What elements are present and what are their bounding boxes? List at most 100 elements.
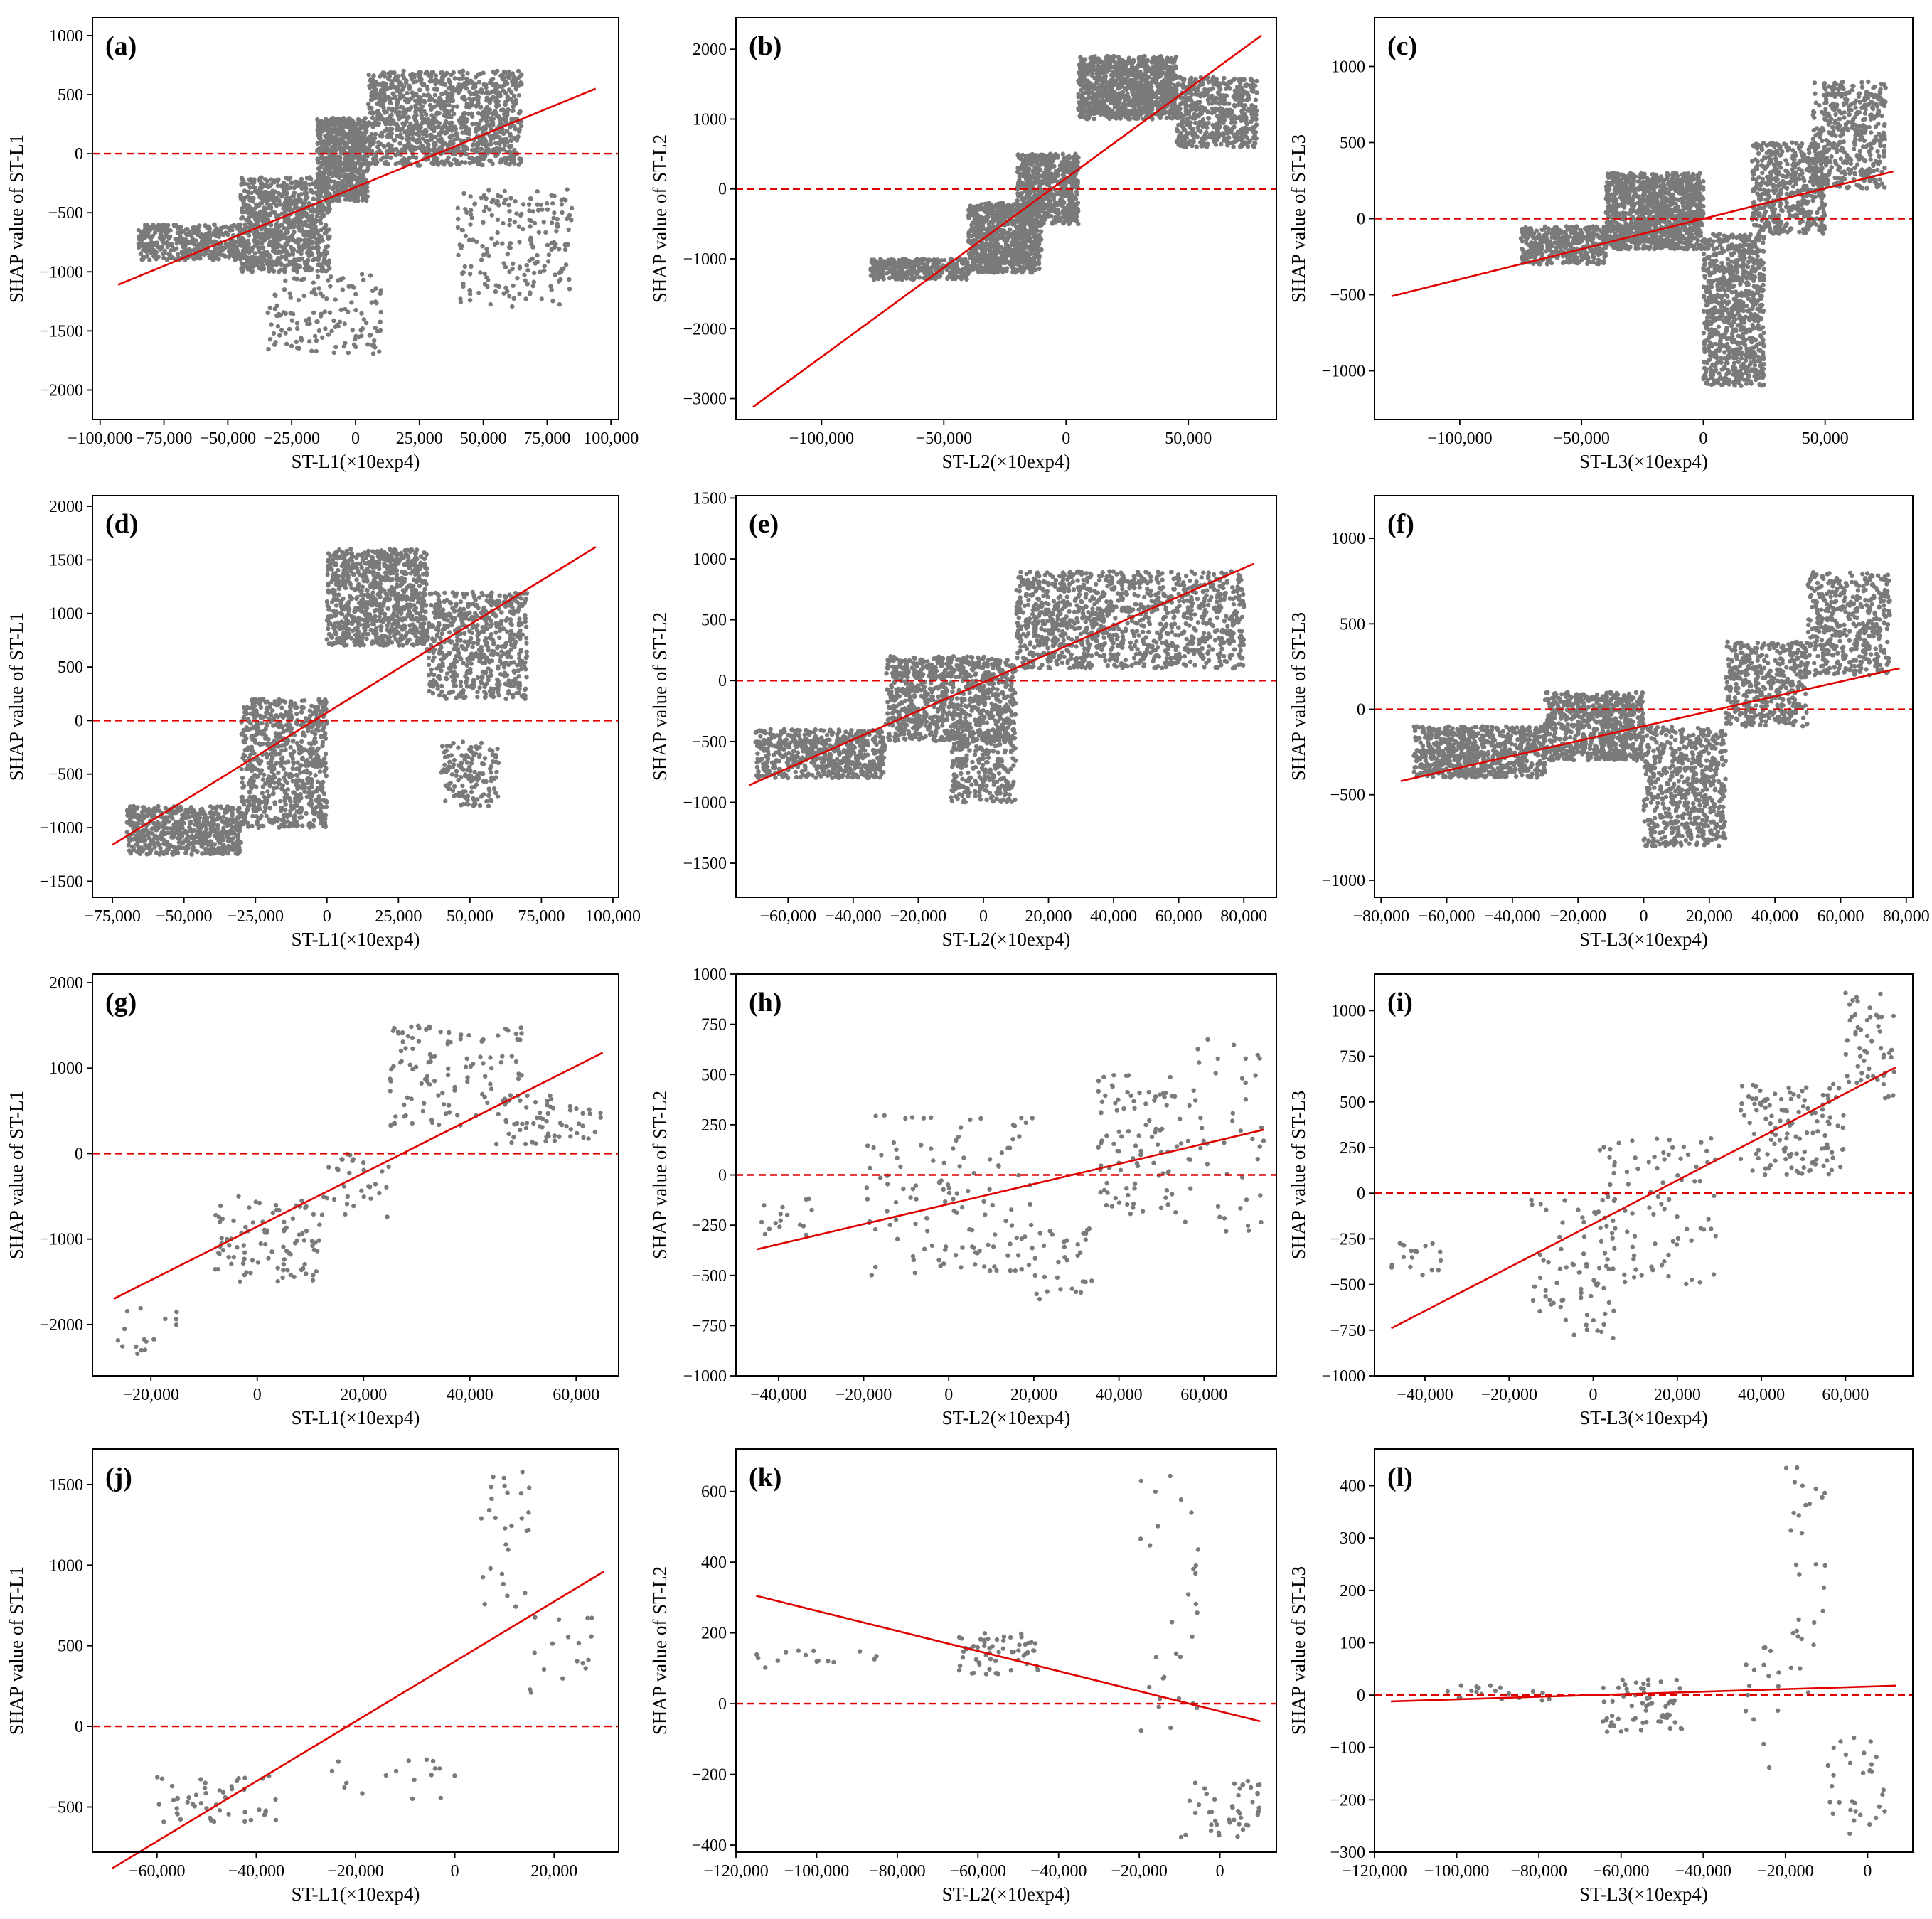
data-point [332, 198, 337, 203]
data-point [503, 117, 508, 122]
data-point [370, 343, 375, 348]
data-point [541, 220, 546, 225]
data-point [384, 127, 389, 132]
data-point [244, 242, 249, 247]
data-point [983, 209, 988, 215]
data-point [432, 141, 437, 146]
data-point [479, 146, 484, 151]
data-point [250, 181, 255, 186]
data-point [896, 267, 902, 272]
data-point [299, 183, 304, 188]
data-point [320, 185, 326, 190]
data-point [247, 250, 252, 255]
data-point [452, 76, 457, 81]
data-point [190, 240, 195, 245]
data-point [449, 120, 454, 125]
data-point [282, 269, 287, 274]
data-point [996, 232, 1000, 237]
data-point [316, 236, 321, 241]
data-point [247, 259, 252, 264]
data-point [256, 239, 261, 244]
data-point [407, 83, 412, 88]
data-point [265, 178, 270, 184]
data-point [1027, 256, 1032, 261]
data-point [544, 201, 550, 206]
data-point [528, 218, 534, 223]
data-point [442, 141, 447, 146]
data-point [434, 161, 440, 166]
data-point [231, 223, 237, 228]
data-point [326, 262, 331, 267]
data-point [358, 140, 363, 145]
data-point [1020, 266, 1025, 271]
data-point [507, 218, 513, 223]
data-point [316, 262, 321, 267]
data-point [370, 156, 376, 161]
data-point [320, 335, 325, 340]
data-point [321, 267, 326, 272]
data-point [550, 299, 555, 304]
data-point [1025, 234, 1030, 239]
data-point [467, 298, 473, 303]
data-point [235, 252, 240, 257]
data-point [469, 264, 474, 269]
data-point [420, 104, 425, 109]
data-point [393, 138, 397, 143]
data-point [501, 112, 507, 117]
data-point [294, 346, 300, 351]
data-point [242, 225, 248, 230]
data-point [385, 143, 391, 148]
data-point [455, 136, 460, 141]
data-point [270, 197, 275, 203]
data-point [561, 266, 566, 271]
data-point [258, 181, 264, 187]
data-point [403, 149, 408, 154]
data-point [490, 161, 495, 166]
data-point [416, 162, 421, 168]
data-point [974, 250, 979, 255]
data-point [920, 265, 925, 270]
data-point [498, 194, 503, 199]
data-point [449, 84, 454, 89]
data-point [545, 259, 551, 264]
data-point [302, 181, 307, 186]
data-point [198, 242, 204, 247]
data-point [454, 131, 459, 136]
data-point [299, 251, 304, 257]
data-point [331, 350, 336, 356]
data-point [459, 125, 464, 130]
data-point [444, 119, 449, 124]
data-point [295, 249, 300, 254]
data-point [299, 199, 304, 204]
data-point [277, 333, 282, 338]
data-point [292, 223, 297, 228]
data-point [315, 319, 320, 324]
data-point [885, 257, 891, 262]
data-point [147, 257, 152, 262]
data-point [320, 202, 325, 207]
data-point [338, 307, 343, 312]
data-point [559, 198, 564, 203]
data-point [470, 143, 476, 148]
data-point [968, 203, 973, 208]
data-point [508, 143, 514, 149]
data-point [567, 287, 572, 292]
data-point [203, 223, 208, 228]
data-point [429, 75, 434, 80]
data-point [274, 250, 279, 255]
data-point [247, 225, 252, 230]
data-point [317, 178, 323, 183]
data-point [151, 250, 156, 255]
data-point [463, 233, 469, 239]
data-point [311, 257, 316, 262]
data-point [336, 324, 341, 329]
data-point [289, 180, 294, 185]
data-point [307, 321, 312, 326]
data-point [458, 121, 463, 126]
data-point [269, 242, 274, 247]
data-point [1011, 218, 1016, 224]
data-point [569, 205, 575, 210]
data-point [158, 231, 163, 236]
data-point [499, 147, 504, 152]
data-point [437, 95, 442, 100]
